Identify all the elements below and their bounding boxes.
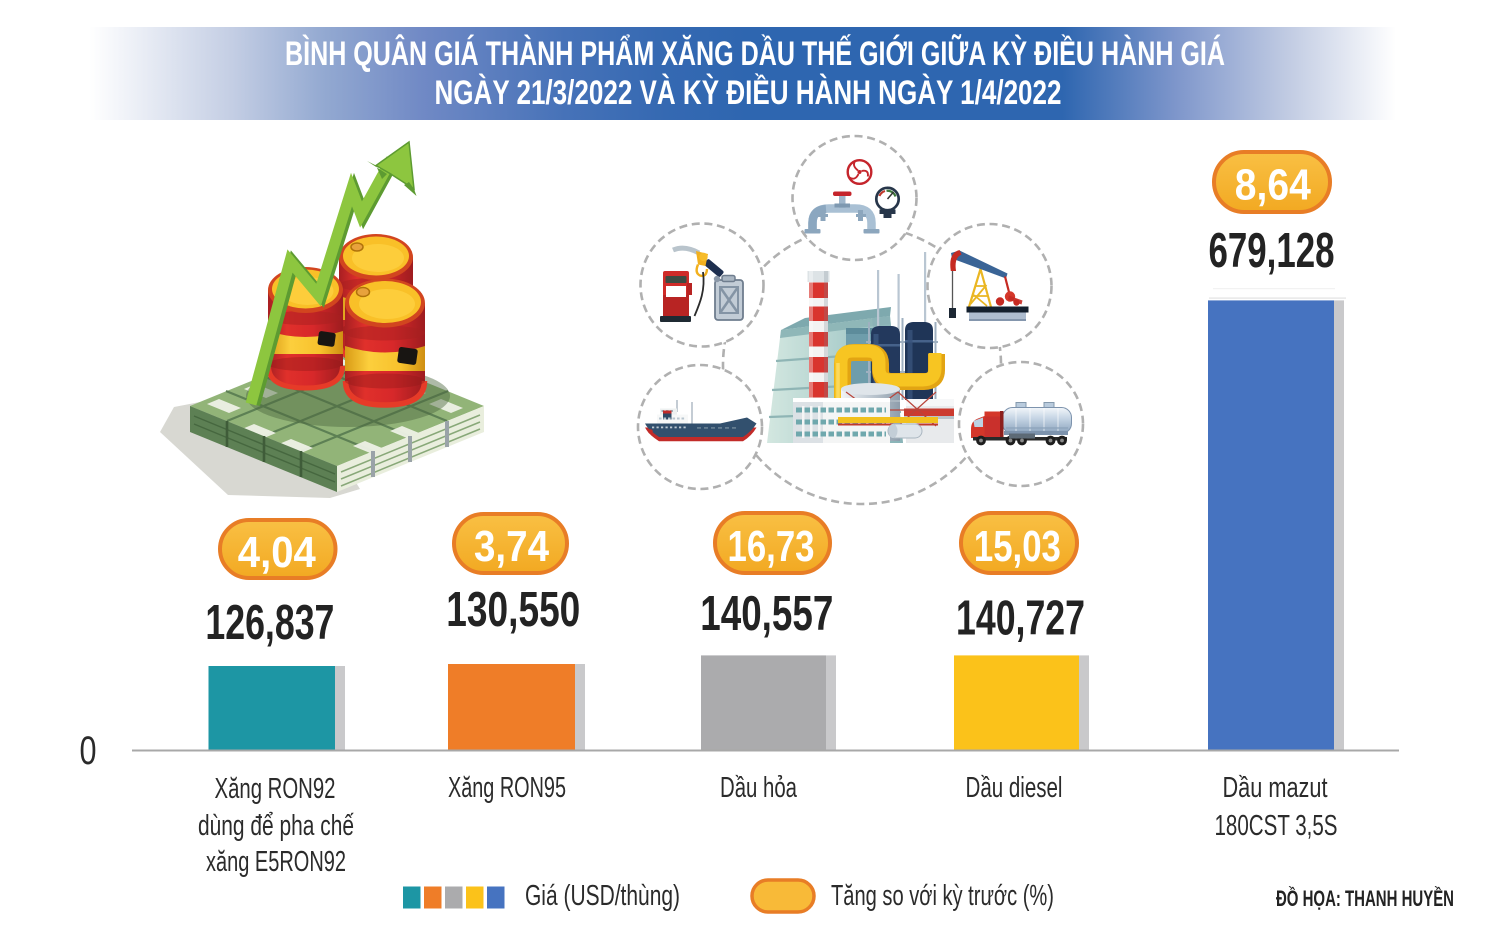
svg-text:3,74: 3,74: [474, 522, 549, 571]
svg-text:xăng E5RON92: xăng E5RON92: [206, 846, 346, 878]
svg-text:16,73: 16,73: [728, 522, 815, 571]
svg-text:140,727: 140,727: [956, 592, 1085, 646]
svg-text:0: 0: [80, 729, 97, 773]
svg-text:8,64: 8,64: [1235, 161, 1311, 210]
svg-text:Giá (USD/thùng): Giá (USD/thùng): [525, 880, 680, 912]
svg-text:Xăng RON92: Xăng RON92: [215, 773, 336, 805]
svg-text:NGÀY 21/3/2022 VÀ KỲ ĐIỀU HÀNH: NGÀY 21/3/2022 VÀ KỲ ĐIỀU HÀNH NGÀY 1/4/…: [435, 74, 1062, 112]
svg-text:Dầu hỏa: Dầu hỏa: [720, 772, 798, 804]
svg-text:180CST 3,5S: 180CST 3,5S: [1215, 810, 1338, 842]
svg-text:Dầu diesel: Dầu diesel: [966, 772, 1063, 804]
svg-text:126,837: 126,837: [205, 596, 334, 650]
svg-text:Xăng RON95: Xăng RON95: [448, 772, 566, 804]
svg-text:15,03: 15,03: [974, 522, 1061, 571]
svg-text:ĐỒ HỌA: THANH HUYỀN: ĐỒ HỌA: THANH HUYỀN: [1276, 886, 1454, 911]
svg-text:Tăng so với kỳ trước (%): Tăng so với kỳ trước (%): [831, 880, 1054, 912]
svg-text:dùng để pha chế: dùng để pha chế: [198, 810, 354, 842]
svg-text:4,04: 4,04: [238, 528, 316, 577]
svg-text:679,128: 679,128: [1209, 224, 1335, 278]
svg-text:140,557: 140,557: [700, 587, 833, 641]
svg-text:Dầu mazut: Dầu mazut: [1223, 772, 1328, 804]
svg-text:BÌNH QUÂN GIÁ THÀNH PHẨM XĂNG: BÌNH QUÂN GIÁ THÀNH PHẨM XĂNG DẦU THẾ GI…: [285, 35, 1225, 73]
svg-text:130,550: 130,550: [446, 583, 580, 637]
